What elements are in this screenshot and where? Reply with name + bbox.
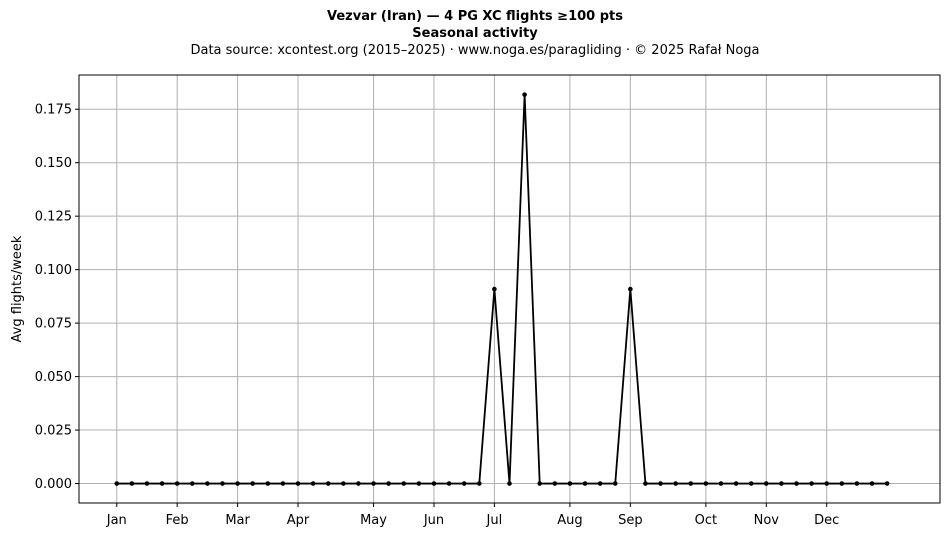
x-tick-label: Feb xyxy=(166,513,189,528)
data-point xyxy=(673,481,678,486)
chart-title: Vezvar (Iran) — 4 PG XC flights ≥100 pts xyxy=(327,9,623,24)
data-point xyxy=(552,481,558,486)
series-line-layer xyxy=(116,93,888,485)
data-point xyxy=(612,481,618,486)
data-point xyxy=(537,481,543,486)
data-point xyxy=(854,481,860,486)
data-point xyxy=(748,481,754,486)
data-point xyxy=(628,286,633,292)
data-point xyxy=(371,481,376,486)
data-point xyxy=(295,481,301,486)
data-point xyxy=(446,481,452,486)
data-point xyxy=(492,286,497,292)
data-point xyxy=(416,481,422,486)
x-tick-label: May xyxy=(360,513,387,528)
x-axis-ticks: Jan Feb Mar Apr May Jun Jul Aug Sep Oct Nov Dec xyxy=(106,503,839,528)
data-point xyxy=(507,481,512,486)
data-point xyxy=(174,481,180,486)
data-point xyxy=(658,481,663,486)
title-block: Vezvar (Iran) — 4 PG XC flights ≥100 pts… xyxy=(0,8,950,59)
data-point xyxy=(431,481,437,486)
data-point xyxy=(733,481,739,486)
data-point xyxy=(869,481,875,486)
y-tick-label: 0.175 xyxy=(35,103,72,118)
y-tick-label: 0.150 xyxy=(35,156,72,171)
x-tick-label: Aug xyxy=(557,513,582,528)
data-point xyxy=(205,481,210,486)
data-point xyxy=(250,481,256,486)
x-tick-label: Dec xyxy=(814,513,839,528)
data-point xyxy=(235,481,240,486)
data-point xyxy=(265,481,271,486)
data-point xyxy=(189,481,195,486)
y-tick-label: 0.100 xyxy=(35,263,72,278)
data-point xyxy=(718,481,724,486)
data-point xyxy=(144,481,150,486)
data-point xyxy=(476,481,482,486)
data-point xyxy=(341,481,346,486)
series-line xyxy=(116,93,888,485)
grid-lines xyxy=(79,75,940,503)
x-tick-label: Jul xyxy=(486,513,503,528)
data-points-layer xyxy=(114,92,890,486)
data-point xyxy=(356,481,361,486)
data-point xyxy=(280,481,286,486)
data-point xyxy=(688,481,694,486)
data-point xyxy=(809,481,814,486)
data-point xyxy=(824,481,830,486)
y-tick-label: 0.075 xyxy=(35,317,72,332)
data-point xyxy=(386,481,391,486)
chart-subtitle: Seasonal activity xyxy=(412,26,538,41)
y-axis-ticks: 0.000 0.025 0.050 0.075 0.100 0.125 0.150 0.175 xyxy=(35,103,79,492)
x-tick-label: Jun xyxy=(423,513,444,528)
y-tick-label: 0.000 xyxy=(35,477,72,492)
y-tick-label: 0.050 xyxy=(35,370,72,385)
x-tick-label: Oct xyxy=(695,513,717,528)
x-tick-label: Apr xyxy=(287,513,310,528)
data-point xyxy=(643,481,648,486)
data-point xyxy=(779,481,784,486)
y-tick-label: 0.125 xyxy=(35,210,72,225)
data-point xyxy=(582,481,588,486)
plot-frame xyxy=(78,74,941,504)
data-point xyxy=(839,481,845,486)
x-tick-label: Mar xyxy=(225,513,250,528)
data-point xyxy=(703,481,709,486)
chart-source-line: Data source: xcontest.org (2015–2025) · … xyxy=(190,43,760,58)
data-point xyxy=(567,481,573,486)
x-tick-label: Jan xyxy=(106,513,127,528)
data-point xyxy=(325,481,331,486)
data-point xyxy=(794,481,799,486)
data-point xyxy=(401,481,407,486)
data-point xyxy=(129,481,135,486)
data-point xyxy=(220,481,225,486)
data-point xyxy=(114,481,120,486)
data-point xyxy=(159,481,165,486)
data-point xyxy=(461,481,467,486)
y-axis-label: Avg flights/week xyxy=(10,235,25,342)
data-point xyxy=(884,481,890,486)
data-point xyxy=(597,481,603,486)
data-point xyxy=(763,481,769,486)
data-point xyxy=(522,92,527,97)
y-tick-label: 0.025 xyxy=(35,424,72,439)
data-point xyxy=(310,481,316,486)
x-tick-label: Sep xyxy=(618,513,643,528)
x-tick-label: Nov xyxy=(754,513,780,528)
